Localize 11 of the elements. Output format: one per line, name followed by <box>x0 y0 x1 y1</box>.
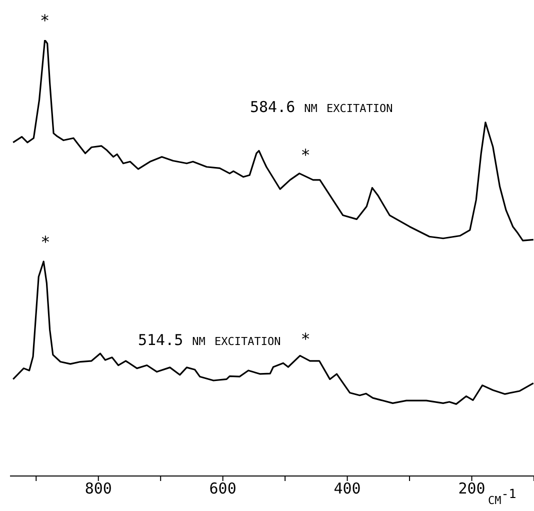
annotation: * <box>40 11 50 30</box>
x-tick-label: 200 <box>458 480 486 498</box>
x-tick-label: 400 <box>334 480 361 498</box>
series-label: 514.5 nm excitation <box>138 331 281 349</box>
x-tick-label: 600 <box>209 480 236 498</box>
x-axis-title: cm$^{-1}$ <box>488 486 516 508</box>
annotation: * <box>300 146 310 165</box>
text: 584.6 nm excitation <box>250 98 393 116</box>
annotation: * <box>40 232 50 252</box>
x-tick-label: 800 <box>84 480 112 498</box>
annotation: * <box>300 330 310 349</box>
